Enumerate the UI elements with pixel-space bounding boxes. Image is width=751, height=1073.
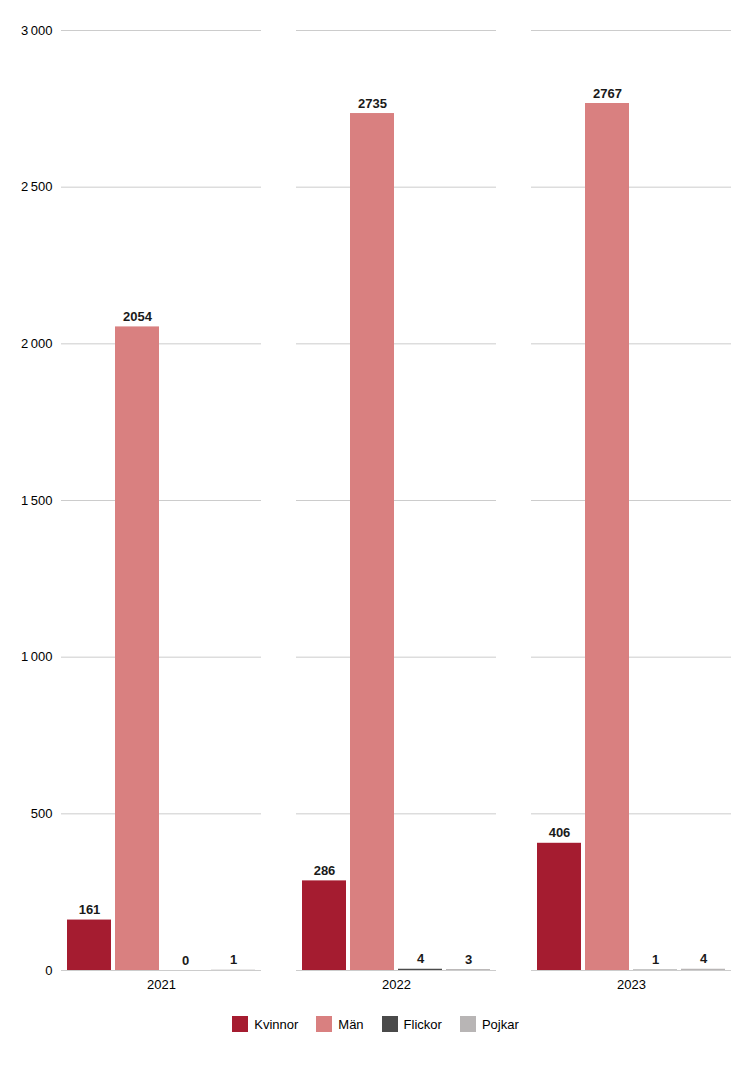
svg-text:0: 0 [182,953,189,968]
svg-text:1: 1 [230,952,237,967]
html-text:Flickor: Flickor [403,1016,442,1032]
svg-text:500: 500 [31,806,53,821]
svg-text:4: 4 [417,951,425,966]
svg-text:2735: 2735 [358,96,387,111]
svg-text:286: 286 [314,863,336,878]
html-text:Kvinnor: Kvinnor [254,1016,299,1032]
svg-text:1: 1 [652,952,659,967]
svg-text:2 000: 2 000 [21,336,53,351]
svg-text:2054: 2054 [123,309,153,324]
html-text:Män: Män [338,1016,364,1032]
svg-text:2767: 2767 [593,86,622,101]
svg-text:2021: 2021 [147,977,176,992]
svg-text:0: 0 [45,963,52,978]
svg-text:406: 406 [549,825,571,840]
svg-text:2 500: 2 500 [21,179,53,194]
svg-text:3: 3 [465,952,472,967]
svg-text:4: 4 [700,951,708,966]
svg-text:2022: 2022 [382,977,411,992]
svg-text:3 000: 3 000 [21,23,53,38]
svg-text:2023: 2023 [617,977,646,992]
svg-text:1 500: 1 500 [21,493,53,508]
svg-text:161: 161 [79,902,101,917]
svg-text:1 000: 1 000 [21,649,53,664]
html-text:Pojkar: Pojkar [481,1016,519,1032]
